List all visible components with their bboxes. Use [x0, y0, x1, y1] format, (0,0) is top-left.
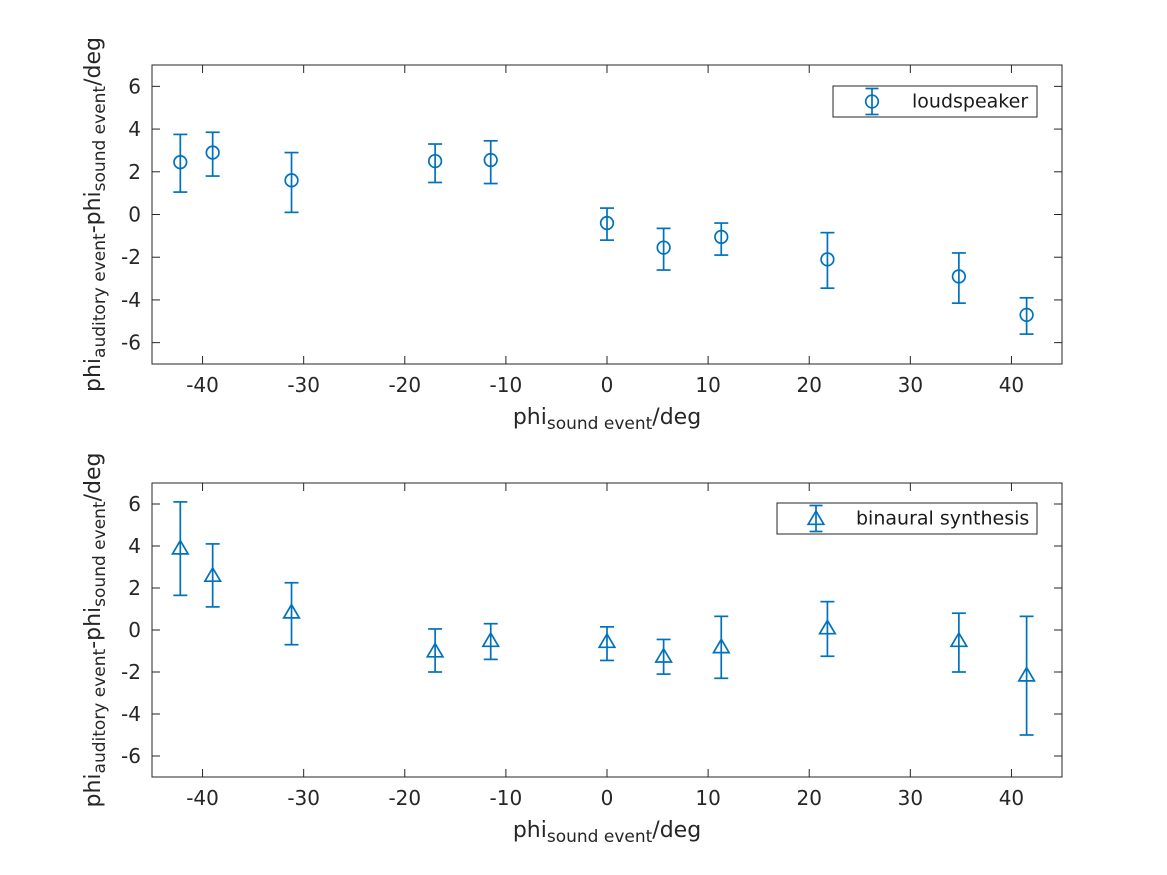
- error-bar: [205, 543, 220, 608]
- legend: loudspeaker: [832, 85, 1038, 118]
- y-tick-label: 4: [128, 534, 141, 558]
- data-point-marker: [818, 618, 837, 635]
- data-point-marker: [425, 641, 445, 658]
- y-tick-label: 2: [128, 160, 141, 184]
- x-tick-label: 20: [796, 373, 821, 397]
- data-point-marker: [427, 153, 443, 169]
- error-bar: [1019, 615, 1034, 736]
- y-tick-label: 0: [128, 203, 141, 227]
- x-tick-label: 20: [796, 786, 821, 810]
- data-point-marker: [599, 215, 615, 231]
- error-bar: [714, 615, 729, 680]
- error-bar: [951, 252, 966, 304]
- tick-marks: [152, 483, 1062, 777]
- data-point-marker: [284, 173, 299, 188]
- legend-marker-icon: [806, 509, 826, 526]
- x-tick-label: -40: [186, 786, 219, 810]
- error-bar: [951, 612, 966, 673]
- legend: binaural synthesis: [776, 502, 1038, 535]
- x-tick-label: 10: [695, 373, 720, 397]
- error-bar: [820, 231, 835, 290]
- data-point-marker: [1019, 307, 1034, 323]
- data-point-marker: [483, 152, 498, 168]
- y-tick-label: -2: [121, 660, 141, 684]
- data-point-marker: [712, 637, 731, 654]
- y-tick-label: 4: [128, 117, 141, 141]
- series-triangle-up: [171, 501, 1036, 736]
- y-axis-label: phiauditory event-phisound event/deg: [81, 37, 110, 392]
- error-bar: [820, 600, 835, 658]
- y-tick-label: -4: [121, 288, 141, 312]
- bottom-axes: -40 -30 -20 -10 0 10 20 30 40-6-4-20246phisound …: [81, 453, 1063, 847]
- legend-label: loudspeaker: [912, 91, 1028, 113]
- error-bar: [483, 622, 498, 661]
- y-tick-label: 6: [128, 492, 141, 516]
- y-axis-label: phiauditory event-phisound event/deg: [81, 453, 110, 808]
- x-tick-label: 40: [999, 373, 1024, 397]
- series-circle: [173, 131, 1034, 335]
- legend-marker-icon: [864, 94, 880, 109]
- error-bar: [173, 133, 188, 193]
- y-tick-label: -6: [121, 331, 141, 355]
- error-bar: [428, 628, 443, 673]
- legend-box: [832, 85, 1038, 118]
- y-tick-label: 2: [128, 576, 141, 600]
- error-bar: [205, 131, 220, 177]
- x-tick-label: 30: [898, 373, 923, 397]
- y-tick-label: 0: [128, 618, 141, 642]
- legend-box: [776, 502, 1038, 535]
- data-point-marker: [714, 229, 729, 245]
- error-bar: [600, 207, 614, 241]
- error-bar: [656, 638, 671, 675]
- data-point-marker: [1017, 665, 1036, 682]
- data-point-marker: [654, 647, 673, 663]
- data-point-marker: [173, 155, 188, 170]
- error-bar: [284, 151, 299, 214]
- x-tick-label: -30: [287, 373, 320, 397]
- error-bar: [1019, 296, 1034, 335]
- x-tick-label: -40: [186, 373, 219, 397]
- data-point-marker: [171, 538, 190, 555]
- x-tick-label: -30: [287, 786, 320, 810]
- data-point-marker: [951, 269, 967, 284]
- x-tick-label: 40: [999, 786, 1024, 810]
- x-tick-label: -10: [490, 373, 523, 397]
- x-tick-label: 0: [601, 786, 614, 810]
- y-tick-label: -6: [121, 744, 141, 768]
- x-tick-label: -10: [490, 786, 523, 810]
- data-point-marker: [949, 631, 969, 648]
- error-bar: [428, 143, 443, 184]
- data-point-marker: [282, 602, 301, 619]
- top-axes: -40 -30 -20 -10 0 10 20 30 40-6-4-20246phisound …: [81, 37, 1063, 434]
- data-point-marker: [205, 145, 220, 160]
- x-axis-label: phisound event/deg: [513, 405, 701, 434]
- error-bar: [656, 227, 671, 271]
- data-point-marker: [203, 566, 222, 583]
- error-bar: [714, 222, 729, 256]
- y-tick-label: 6: [128, 74, 141, 98]
- x-tick-label: 30: [898, 786, 923, 810]
- data-point-marker: [481, 631, 500, 648]
- circle-errorbar-icon: [865, 87, 879, 116]
- data-point-marker: [820, 252, 835, 267]
- data-point-marker: [656, 240, 671, 255]
- y-tick-label: -2: [121, 245, 141, 269]
- error-bar: [173, 501, 188, 597]
- x-axis-label: phisound event/deg: [513, 818, 701, 847]
- error-bar: [483, 139, 498, 185]
- x-tick-label: -20: [388, 373, 421, 397]
- y-tick-label: -4: [121, 702, 141, 726]
- x-tick-label: 0: [601, 373, 614, 397]
- tick-marks: [152, 65, 1062, 364]
- legend-label: binaural synthesis: [856, 508, 1029, 530]
- error-bar: [284, 581, 299, 646]
- x-tick-label: -20: [388, 786, 421, 810]
- data-point-marker: [597, 632, 617, 649]
- x-tick-label: 10: [695, 786, 720, 810]
